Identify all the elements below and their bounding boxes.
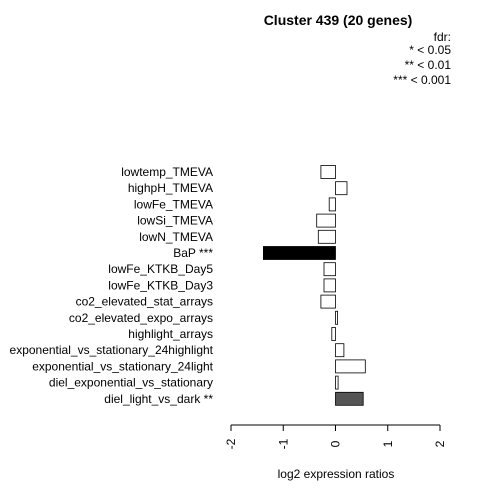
bar-lown-tmeva	[317, 229, 336, 244]
category-label-bap: BaP ***	[173, 246, 213, 260]
bars-group	[262, 165, 366, 406]
legend-entry-fdr-001: ** < 0.01	[404, 58, 451, 72]
x-tick-label-2: 0	[329, 440, 343, 447]
category-label-highph-tmeva: highpH_TMEVA	[128, 181, 213, 195]
category-label-diel-light-vs-dark: diel_light_vs_dark **	[104, 392, 213, 406]
chart-title: Cluster 439 (20 genes)	[263, 12, 413, 28]
bar-lowtemp-tmeva	[320, 165, 336, 179]
category-label-diel-exponential-vs-stationary: diel_exponential_vs_stationary	[49, 376, 213, 390]
bar-co2-elevated-expo-arrays	[335, 310, 338, 325]
category-label-lowfe-ktkb-day3: lowFe_KTKB_Day3	[108, 278, 213, 292]
bar-lowfe-tmeva	[328, 197, 336, 212]
legend-entry-fdr-0001: *** < 0.001	[393, 73, 451, 87]
legend-entry-fdr-005: * < 0.05	[409, 43, 451, 57]
bar-bap	[262, 246, 336, 260]
category-label-co2-elevated-expo-arrays: co2_elevated_expo_arrays	[69, 311, 213, 325]
category-label-exponential-vs-stationary-24highlight: exponential_vs_stationary_24highlight	[10, 343, 214, 357]
bar-exponential-vs-stationary-24light	[335, 359, 366, 374]
bar-exponential-vs-stationary-24highlight	[335, 343, 345, 358]
category-label-co2-elevated-stat-arrays: co2_elevated_stat_arrays	[76, 295, 213, 309]
bar-highlight-arrays	[331, 327, 336, 341]
bar-diel-exponential-vs-stationary	[335, 375, 339, 390]
x-tick-label-1: -1	[276, 438, 290, 449]
x-axis: -2 -1 0 1 2	[224, 424, 447, 449]
bar-diel-light-vs-dark	[335, 391, 364, 406]
category-label-highlight-arrays: highlight_arrays	[128, 327, 213, 341]
bar-lowsi-tmeva	[316, 213, 336, 228]
bar-lowfe-ktkb-day5	[323, 262, 336, 277]
legend-title: fdr:	[433, 30, 451, 44]
bar-co2-elevated-stat-arrays	[320, 294, 336, 309]
category-label-lowfe-tmeva: lowFe_TMEVA	[134, 197, 213, 211]
category-label-lown-tmeva: lowN_TMEVA	[139, 230, 213, 244]
category-label-lowtemp-tmeva: lowtemp_TMEVA	[121, 165, 213, 179]
x-tick-label-3: 1	[381, 440, 395, 447]
category-labels-group: lowtemp_TMEVA highpH_TMEVA lowFe_TMEVA lowS…	[10, 165, 214, 406]
x-axis-label: log2 expression ratios	[278, 467, 395, 481]
bar-highph-tmeva	[335, 181, 348, 196]
category-label-exponential-vs-stationary-24light: exponential_vs_stationary_24light	[32, 359, 213, 373]
category-label-lowsi-tmeva: lowSi_TMEVA	[137, 214, 213, 228]
category-label-lowfe-ktkb-day5: lowFe_KTKB_Day5	[108, 262, 213, 276]
x-tick-label-4: 2	[433, 440, 447, 447]
x-tick-label-0: -2	[224, 438, 238, 449]
bar-lowfe-ktkb-day3	[323, 278, 336, 293]
